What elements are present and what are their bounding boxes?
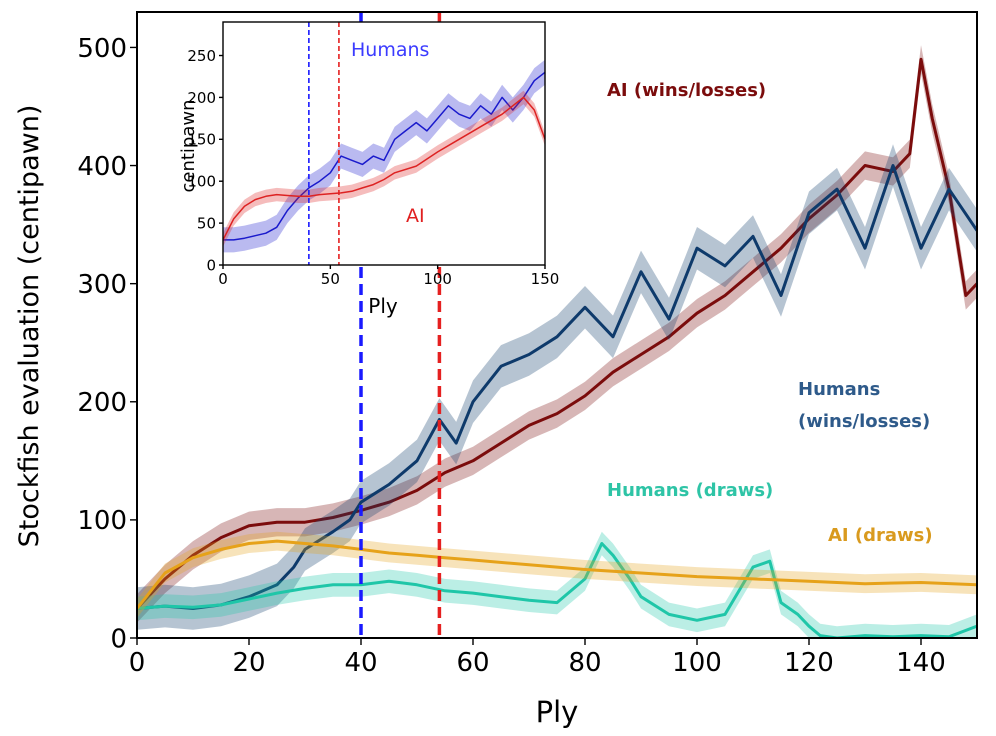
- label-ai-draws: AI (draws): [828, 525, 933, 546]
- main-xtick-label-40: 40: [344, 648, 377, 678]
- inset-ytick-label-100: 100: [187, 173, 216, 191]
- main-xtick-label-0: 0: [129, 648, 146, 678]
- inset-xtick-label-100: 100: [423, 270, 452, 288]
- main-xlabel: Ply: [536, 695, 579, 729]
- main-line-humans-wins-losses: [137, 164, 977, 610]
- inset-band-ai: [223, 90, 545, 247]
- inset-label-humans: Humans: [351, 39, 429, 61]
- label-humans-wins-losses-line2: (wins/losses): [798, 411, 930, 432]
- main-ytick-label-400: 400: [77, 152, 127, 182]
- main-xtick-label-120: 120: [784, 648, 834, 678]
- main-ytick-label-500: 500: [77, 34, 127, 64]
- inset-ytick-label-200: 200: [187, 89, 216, 107]
- label-humans-draws: Humans (draws): [607, 480, 773, 501]
- main-line-humans-draws: [137, 542, 977, 638]
- main-band-humans-draws: [137, 531, 977, 638]
- main-ylabel: Stockfish evaluation (centipawn): [14, 105, 45, 548]
- inset-ylabel: centipawn: [178, 99, 199, 192]
- main-ytick-label-0: 0: [110, 624, 127, 654]
- inset-xtick-label-150: 150: [531, 270, 560, 288]
- main-ytick-label-300: 300: [77, 270, 127, 300]
- main-ytick-label-200: 200: [77, 388, 127, 418]
- inset-frame: [222, 21, 546, 266]
- main-frame: [136, 11, 978, 639]
- inset-xtick-label-50: 50: [321, 270, 340, 288]
- inset-band-humans: [223, 59, 545, 253]
- inset-ytick-label-150: 150: [187, 131, 216, 149]
- inset-line-ai: [223, 96, 545, 241]
- inset-line-humans: [223, 71, 545, 241]
- inset-ytick-label-50: 50: [197, 215, 216, 233]
- inset-ytick-label-0: 0: [206, 256, 216, 274]
- inset-label-ai: AI: [406, 205, 425, 227]
- inset-plot: 0 50 100 150 0 50 100 150 200 250: [187, 21, 560, 288]
- main-xtick-label-60: 60: [456, 648, 489, 678]
- label-ai-wins-losses: AI (wins/losses): [607, 80, 766, 101]
- main-line-ai-draws: [137, 539, 977, 610]
- main-xtick-label-100: 100: [672, 648, 722, 678]
- main-line-ai-wins-losses: [137, 57, 977, 610]
- main-ytick-label-100: 100: [77, 506, 127, 536]
- main-xtick-label-80: 80: [568, 648, 601, 678]
- main-xtick-label-140: 140: [896, 648, 946, 678]
- inset-xtick-label-0: 0: [218, 270, 228, 288]
- label-humans-wins-losses-line1: Humans: [798, 379, 880, 400]
- main-band-ai-draws: [137, 531, 977, 618]
- main-xtick-label-20: 20: [232, 648, 265, 678]
- inset-xlabel: Ply: [368, 294, 398, 318]
- inset-plot-area: [223, 22, 545, 265]
- inset-ytick-label-250: 250: [187, 47, 216, 65]
